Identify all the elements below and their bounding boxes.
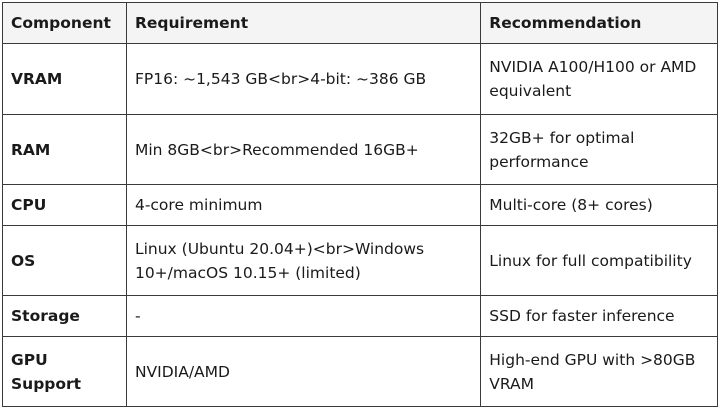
component-cell: GPU Support [2, 336, 127, 407]
recommendation-cell: High-end GPU with >80GB VRAM [480, 336, 718, 407]
requirement-cell: Min 8GB<br>Recommended 16GB+ [125, 114, 482, 185]
recommendation-cell: Linux for full compatibility [480, 225, 718, 296]
table-row: VRAM FP16: ~1,543 GB<br>4-bit: ~386 GB N… [2, 43, 718, 115]
component-cell: VRAM [2, 43, 127, 115]
table-row: Storage - SSD for faster inference [2, 295, 718, 337]
recommendation-cell: Multi-core (8+ cores) [480, 184, 718, 226]
header-requirement: Requirement [125, 2, 482, 44]
recommendation-cell: 32GB+ for optimal performance [480, 114, 718, 185]
component-cell: OS [2, 225, 127, 296]
component-cell: CPU [2, 184, 127, 226]
table-row: OS Linux (Ubuntu 20.04+)<br>Windows 10+/… [2, 225, 718, 296]
requirement-cell: - [125, 295, 482, 337]
component-cell: RAM [2, 114, 127, 185]
requirement-cell: Linux (Ubuntu 20.04+)<br>Windows 10+/mac… [125, 225, 482, 296]
header-component: Component [2, 2, 127, 44]
requirement-cell: FP16: ~1,543 GB<br>4-bit: ~386 GB [125, 43, 482, 115]
requirement-cell: NVIDIA/AMD [125, 336, 482, 407]
recommendation-cell: NVIDIA A100/H100 or AMD equivalent [480, 43, 718, 115]
requirement-cell: 4-core minimum [125, 184, 482, 226]
table-row: RAM Min 8GB<br>Recommended 16GB+ 32GB+ f… [2, 114, 718, 185]
header-row: Component Requirement Recommendation [2, 2, 718, 44]
header-recommendation: Recommendation [480, 2, 718, 44]
recommendation-cell: SSD for faster inference [480, 295, 718, 337]
requirements-table: Component Requirement Recommendation VRA… [2, 2, 718, 407]
table-row: GPU Support NVIDIA/AMD High-end GPU with… [2, 336, 718, 407]
component-cell: Storage [2, 295, 127, 337]
table-row: CPU 4-core minimum Multi-core (8+ cores) [2, 184, 718, 226]
